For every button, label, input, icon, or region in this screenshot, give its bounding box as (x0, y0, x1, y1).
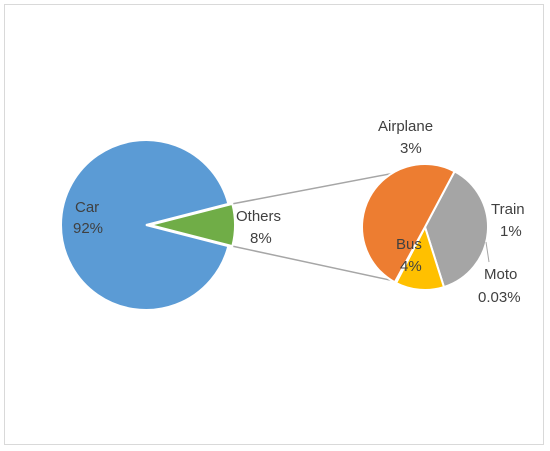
label-moto-pct: 0.03% (478, 289, 521, 306)
slice-airplane (423, 170, 489, 289)
label-car-pct: 92% (73, 220, 103, 237)
label-moto-name: Moto (484, 266, 517, 283)
label-airplane-pct: 3% (400, 140, 422, 157)
slice-car (60, 139, 230, 311)
secondary-pie (360, 162, 489, 291)
label-car-name: Car (75, 199, 99, 216)
slice-bus (360, 162, 456, 284)
connector-top (232, 172, 392, 205)
label-train-pct: 1% (500, 223, 522, 240)
label-others-pct: 8% (250, 230, 272, 247)
moto-leader-line (485, 241, 490, 263)
label-airplane-name: Airplane (378, 118, 433, 135)
main-pie (60, 139, 236, 311)
slice-others (149, 202, 236, 248)
label-bus-pct: 4% (400, 258, 422, 275)
connector-bottom (232, 245, 392, 282)
label-others-name: Others (236, 208, 281, 225)
label-train-name: Train (491, 201, 525, 218)
label-bus-name: Bus (396, 236, 422, 253)
connector-lines (232, 172, 392, 282)
